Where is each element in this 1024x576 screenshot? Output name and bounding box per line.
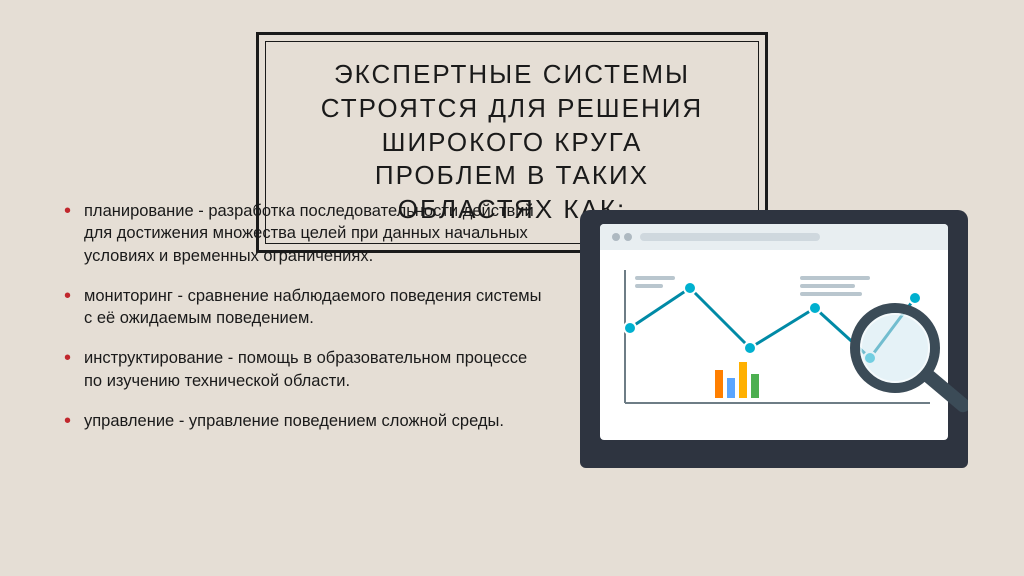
list-item: управление - управление поведением сложн… [64, 410, 544, 432]
list-item: планирование - разработка последовательн… [64, 200, 544, 267]
bullet-list: планирование - разработка последовательн… [64, 200, 544, 432]
body-text: планирование - разработка последовательн… [64, 200, 544, 450]
list-item: мониторинг - сравнение наблюдаемого пове… [64, 285, 544, 330]
analytics-illustration [580, 210, 968, 468]
list-item: инструктирование - помощь в образователь… [64, 347, 544, 392]
